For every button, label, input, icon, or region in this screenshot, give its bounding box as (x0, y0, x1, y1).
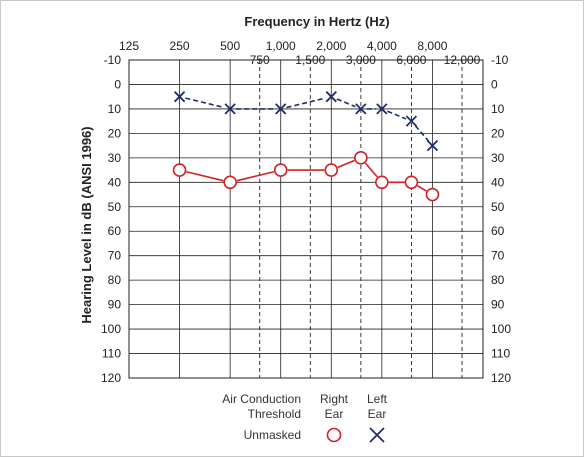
y-tick-label-left: 80 (108, 273, 122, 287)
y-tick-label-right: -10 (491, 53, 509, 67)
y-tick-label-right: 40 (491, 175, 505, 189)
right-ear-point (172, 163, 187, 177)
y-tick-label-left: -10 (104, 53, 122, 67)
y-tick-label-left: 30 (108, 151, 122, 165)
y-tick-label-right: 90 (491, 298, 505, 312)
x-tick-label-midoctave: 3,000 (346, 53, 376, 67)
x-tick-label-midoctave: 6,000 (396, 53, 426, 67)
x-tick-label-octave: 4,000 (367, 39, 397, 53)
left-ear-point (224, 103, 236, 115)
left-ear-point (173, 91, 186, 103)
legend-right-line2: Ear (325, 407, 344, 421)
left-ear-point (376, 103, 388, 115)
right-ear-point (425, 187, 440, 202)
y-tick-label-right: 60 (491, 224, 505, 238)
left-ear-point (355, 103, 367, 115)
x-tick-label-octave: 500 (220, 39, 240, 53)
y-tick-label-left: 90 (108, 298, 122, 312)
y-tick-label-left: 20 (108, 126, 122, 140)
x-stroke (355, 103, 367, 115)
y-tick-label-right: 0 (491, 77, 498, 91)
legend: Air Conduction Threshold Right Ear Left … (222, 392, 388, 443)
x-stroke (325, 91, 337, 103)
left-ear-connector (185, 97, 225, 109)
y-tick-label-right: 20 (491, 126, 505, 140)
right-ear-connector (337, 159, 355, 169)
legend-left-line2: Ear (368, 407, 387, 421)
right-ear-point (354, 151, 368, 165)
chart-title: Frequency in Hertz (Hz) (244, 14, 389, 29)
tick-labels: -10 -10 0 0 10 10 20 20 30 30 40 40 50 50 60 60 70 70 80 80… (101, 39, 511, 385)
y-tick-label-left: 50 (108, 200, 122, 214)
y-tick-label-right: 120 (491, 371, 511, 385)
x-tick-label-octave: 250 (170, 39, 190, 53)
legend-unmasked: Unmasked (244, 428, 301, 442)
y-tick-label-right: 10 (491, 102, 505, 116)
right-ear-point (223, 175, 237, 190)
y-tick-label-right: 100 (491, 322, 511, 336)
left-ear-point (325, 91, 337, 103)
right-ear-connector (186, 170, 224, 182)
y-axis-label: Hearing Level in dB (ANSI 1996) (79, 126, 94, 323)
left-ear-connector (387, 110, 407, 120)
x-stroke (173, 91, 186, 103)
left-ear-point (275, 103, 287, 115)
x-stroke (376, 103, 388, 115)
y-tick-label-right: 70 (491, 249, 505, 263)
x-stroke (405, 115, 418, 127)
y-tick-label-left: 10 (108, 102, 122, 116)
y-tick-label-left: 100 (101, 322, 121, 336)
left-ear-connector (414, 125, 430, 142)
right-ear-point (324, 163, 339, 177)
left-ear-point (426, 139, 439, 152)
y-tick-label-left: 110 (102, 347, 121, 361)
x-tick-label-midoctave: 1,500 (295, 53, 325, 67)
y-tick-label-left: 0 (114, 77, 121, 91)
x-tick-label-octave: 1,000 (266, 39, 296, 53)
y-tick-label-right: 30 (491, 151, 505, 165)
y-tick-label-left: 40 (108, 175, 122, 189)
legend-left-line1: Left (367, 392, 388, 406)
right-ear-connector (364, 162, 378, 178)
left-ear-connector (286, 97, 326, 109)
legend-right-ear-circle-icon (326, 427, 342, 443)
legend-air-conduction-line2: Threshold (248, 407, 301, 421)
series-layer (172, 91, 440, 202)
plot-frame (128, 59, 484, 379)
x-stroke (426, 139, 439, 152)
y-tick-label-left: 70 (108, 249, 122, 263)
x-stroke (224, 103, 236, 115)
right-ear-point (273, 163, 288, 177)
right-ear-point (404, 175, 419, 190)
x-stroke (275, 103, 287, 115)
grid (128, 59, 484, 379)
y-tick-label-right: 80 (491, 273, 505, 287)
x-tick-label-octave: 8,000 (417, 39, 447, 53)
left-ear-connector (336, 98, 356, 108)
x-tick-label-octave: 125 (119, 39, 139, 53)
right-ear-connector (236, 170, 275, 182)
x-tick-label-midoctave: 12,000 (444, 53, 481, 67)
x-tick-label-octave: 2,000 (316, 39, 346, 53)
legend-air-conduction-line1: Air Conduction (222, 392, 301, 406)
left-ear-point (405, 115, 418, 127)
legend-left-ear-x-icon (369, 427, 385, 443)
x-tick-label-midoctave: 750 (250, 53, 270, 67)
right-ear-point (375, 175, 389, 190)
legend-right-line1: Right (320, 392, 349, 406)
y-tick-label-right: 50 (491, 200, 505, 214)
y-tick-label-left: 120 (101, 371, 121, 385)
right-ear-connector (417, 185, 427, 192)
y-tick-label-right: 110 (491, 347, 510, 361)
y-tick-label-left: 60 (108, 224, 122, 238)
